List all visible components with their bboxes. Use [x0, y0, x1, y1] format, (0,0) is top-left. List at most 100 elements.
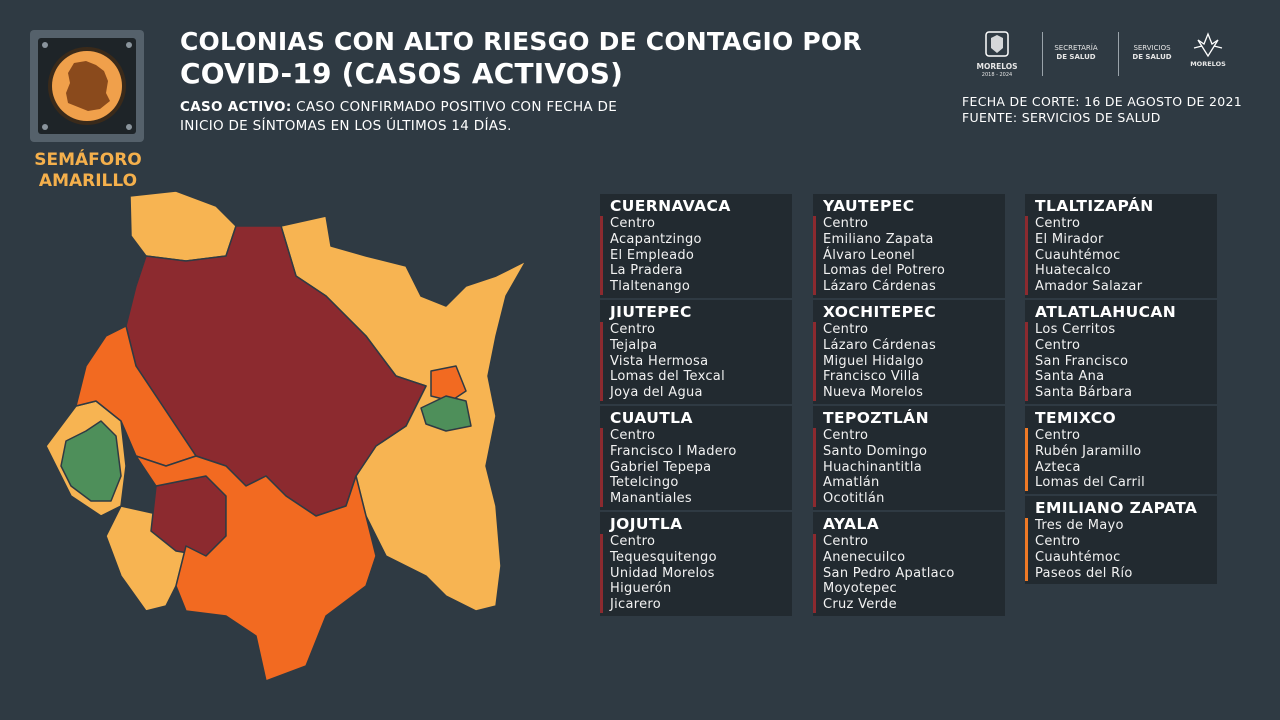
colonia-item: Francisco I Madero: [610, 443, 737, 459]
colonias-list: Los Cerritos Centro San Francisco Santa …: [1025, 321, 1217, 401]
region-orange-south: [135, 455, 377, 682]
colonia-item: Tejalpa: [610, 337, 658, 353]
colonia-item: Centro: [823, 427, 869, 443]
colonia-item: Acapantzingo: [610, 231, 702, 247]
semaforo-label: SEMÁFORO AMARILLO: [20, 150, 156, 192]
colonia-item: Paseos del Río: [1035, 565, 1133, 581]
cutoff-date: FECHA DE CORTE: 16 DE AGOSTO DE 2021: [962, 94, 1243, 109]
colonia-item: Santa Ana: [1035, 369, 1105, 385]
colonia-item: Miguel Hidalgo: [823, 353, 924, 369]
logo-divider: [1118, 32, 1119, 76]
semaforo-indicator: [30, 30, 144, 142]
municipios-column-1: CUERNAVACA Centro Acapantzingo El Emplea…: [600, 194, 792, 618]
colonia-item: Centro: [610, 427, 656, 443]
colonia-item: La Pradera: [610, 263, 683, 279]
colonia-item: San Pedro Apatlaco: [823, 565, 955, 581]
colonia-item: Huachinantitla: [823, 459, 923, 475]
colonia-item: Álvaro Leonel: [823, 247, 916, 263]
municipio-name: TLALTIZAPÁN: [1035, 197, 1154, 215]
logos-bar: MORELOS 2018 - 2024 SECRETARÍA DE SALUD …: [970, 28, 1240, 78]
municipio-name: JIUTEPEC: [610, 302, 692, 321]
morelos-silhouette-icon: [66, 61, 110, 111]
morelos-flower-icon: [1193, 32, 1223, 58]
municipio-name: TEMIXCO: [1035, 408, 1117, 427]
definition-text: CASO ACTIVO: CASO CONFIRMADO POSITIVO CO…: [180, 98, 680, 136]
region-yellow-west: [129, 190, 237, 262]
colonia-item: El Mirador: [1035, 231, 1104, 247]
screw-icon: [42, 42, 48, 48]
colonias-list: Centro Rubén Jaramillo Azteca Lomas del …: [1025, 427, 1217, 492]
colonias-list: Centro Acapantzingo El Empleado La Prade…: [600, 216, 792, 295]
colonia-item: Centro: [610, 321, 656, 337]
municipio-name: JOJUTLA: [610, 514, 683, 533]
colonia-item: Anenecuilco: [823, 549, 906, 565]
colonia-item: Emiliano Zapata: [823, 231, 934, 247]
definition-text-2: INICIO DE SÍNTOMAS EN LOS ÚLTIMOS 14 DÍA…: [180, 118, 512, 134]
municipio-name: ATLATLAHUCAN: [1035, 302, 1177, 321]
logo-morelos2-text: MORELOS: [1190, 60, 1226, 68]
colonias-list: Centro Tejalpa Vista Hermosa Lomas del T…: [600, 321, 792, 401]
municipio-card: AYALA Centro Anenecuilco San Pedro Apatl…: [813, 511, 1005, 616]
municipio-card: TEPOZTLÁN Centro Santo Domingo Huachinan…: [813, 405, 1005, 510]
colonia-item: Centro: [823, 533, 869, 549]
meta-info: FECHA DE CORTE: 16 DE AGOSTO DE 2021 FUE…: [962, 94, 1242, 126]
municipio-card: TEMIXCO Centro Rubén Jaramillo Azteca Lo…: [1025, 405, 1217, 495]
colonias-list: Tres de Mayo Centro Cuauhtémoc Paseos de…: [1025, 518, 1217, 582]
municipio-card: CUERNAVACA Centro Acapantzingo El Emplea…: [600, 194, 792, 298]
semaforo-light-icon: [52, 51, 122, 121]
colonia-item: San Francisco: [1035, 353, 1129, 369]
colonia-item: Centro: [823, 321, 869, 337]
colonia-item: Francisco Villa: [823, 369, 920, 385]
colonia-item: Tres de Mayo: [1035, 518, 1124, 534]
colonias-list: Centro Lázaro Cárdenas Miguel Hidalgo Fr…: [813, 321, 1005, 401]
definition-term: CASO ACTIVO:: [180, 99, 292, 115]
region-orange-east: [430, 365, 467, 402]
colonia-item: Santo Domingo: [823, 443, 928, 459]
municipio-name: EMILIANO ZAPATA: [1035, 499, 1198, 518]
colonias-list: Centro El Mirador Cuauhtémoc Huatecalco …: [1025, 216, 1217, 295]
colonias-list: Centro Francisco I Madero Gabriel Tepepa…: [600, 427, 792, 507]
colonias-list: Centro Anenecuilco San Pedro Apatlaco Mo…: [813, 533, 1005, 613]
municipio-card: TLALTIZAPÁN Centro El Mirador Cuauhtémoc…: [1025, 194, 1217, 298]
logo-secretaria-line2: DE SALUD: [1056, 53, 1096, 61]
colonia-item: Joya del Agua: [610, 385, 703, 401]
colonia-item: Unidad Morelos: [610, 565, 715, 581]
municipio-name: AYALA: [823, 514, 880, 533]
municipio-name: CUERNAVACA: [610, 197, 731, 215]
screw-icon: [126, 42, 132, 48]
semaforo-frame: [38, 38, 136, 134]
region-green-east: [420, 395, 472, 432]
title-line1: COLONIAS CON ALTO RIESGO DE CONTAGIO POR: [180, 27, 862, 56]
colonia-item: Tetelcingo: [610, 475, 679, 491]
colonia-item: Lomas del Carril: [1035, 475, 1146, 491]
municipios-column-2: YAUTEPEC Centro Emiliano Zapata Álvaro L…: [813, 194, 1005, 618]
colonias-list: Centro Emiliano Zapata Álvaro Leonel Lom…: [813, 216, 1005, 295]
semaforo-label-line1: SEMÁFORO: [34, 150, 142, 170]
colonia-item: Jicarero: [610, 597, 662, 613]
colonia-item: Gabriel Tepepa: [610, 459, 712, 475]
definition-text-1: CASO CONFIRMADO POSITIVO CON FECHA DE: [291, 99, 618, 115]
colonia-item: Manantiales: [610, 491, 692, 507]
screw-icon: [42, 124, 48, 130]
colonia-item: El Empleado: [610, 247, 695, 263]
colonia-item: Ocotitlán: [823, 491, 885, 507]
morelos-map: [45, 190, 527, 682]
region-green-west: [60, 420, 122, 502]
colonia-item: Azteca: [1035, 459, 1081, 475]
colonia-item: Centro: [1035, 337, 1081, 353]
municipio-card: JIUTEPEC Centro Tejalpa Vista Hermosa Lo…: [600, 299, 792, 404]
semaforo-label-line2: AMARILLO: [38, 171, 138, 191]
colonia-item: Lomas del Texcal: [610, 369, 725, 385]
municipio-name: XOCHITEPEC: [823, 302, 937, 321]
municipio-card: CUAUTLA Centro Francisco I Madero Gabrie…: [600, 405, 792, 510]
colonia-item: Santa Bárbara: [1035, 385, 1133, 401]
municipio-card: XOCHITEPEC Centro Lázaro Cárdenas Miguel…: [813, 299, 1005, 404]
colonia-item: Huatecalco: [1035, 263, 1111, 279]
logo-divider: [1042, 32, 1043, 76]
colonia-item: Cruz Verde: [823, 597, 897, 613]
colonia-item: Amatlán: [823, 475, 880, 491]
logo-servicios-line1: SERVICIOS: [1133, 44, 1171, 52]
municipio-card: ATLATLAHUCAN Los Cerritos Centro San Fra…: [1025, 299, 1217, 404]
municipio-card: YAUTEPEC Centro Emiliano Zapata Álvaro L…: [813, 194, 1005, 298]
colonia-item: Centro: [823, 216, 869, 231]
